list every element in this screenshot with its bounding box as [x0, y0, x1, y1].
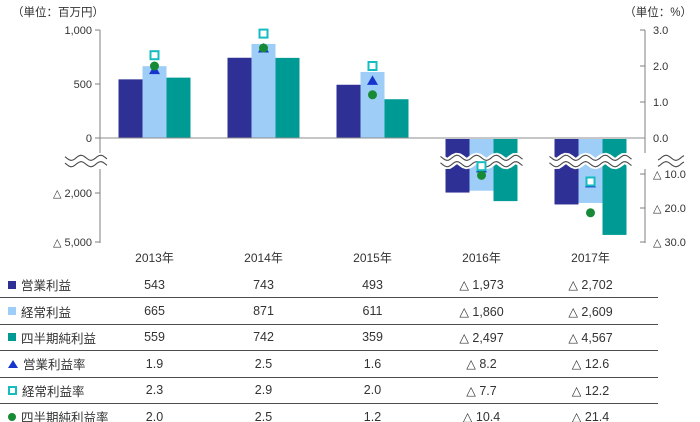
table-cell: 2.3: [145, 383, 164, 398]
legend-square-icon: [8, 280, 16, 289]
table-cell: 2.0: [145, 409, 164, 422]
left-axis-tick-label: 500: [74, 79, 92, 91]
row-label: 経常利益: [0, 302, 100, 321]
table-cell: △ 8.2: [466, 357, 497, 372]
table-cell: 871: [253, 304, 274, 319]
right-axis-tick-label: 2.0: [653, 61, 668, 73]
marker-営業利益率: [367, 75, 378, 85]
table-cell: 1.6: [363, 356, 382, 371]
table-cell: 493: [362, 277, 383, 292]
marker-四半期純利益率: [586, 208, 595, 218]
table-cell: △ 1,860: [459, 304, 504, 319]
bar-四半期純利益: [493, 139, 518, 202]
table-row: 四半期純利益率 2.0 2.5 1.2 △ 10.4 △ 21.4: [0, 404, 658, 422]
marker-経常利益率: [476, 161, 487, 172]
table-cell: △ 4,567: [568, 330, 613, 345]
bar-四半期純利益: [384, 99, 409, 138]
marker-経常利益率: [149, 50, 160, 61]
x-axis-label: 2014年: [244, 251, 283, 265]
bar-経常利益: [142, 66, 167, 138]
table-cell: △ 12.2: [571, 383, 610, 398]
left-axis-tick-label: 0: [86, 133, 92, 145]
row-label: 営業利益率: [0, 354, 100, 373]
row-label-text: 営業利益率: [23, 358, 86, 373]
right-axis-unit-label: （単位：%）: [624, 7, 692, 19]
table-row: 経常利益率 2.3 2.9 2.0 △ 7.7 △ 12.2: [0, 378, 658, 404]
table-row: 四半期純利益 559 742 359 △ 2,497 △ 4,567: [0, 325, 658, 352]
row-label: 四半期純利益率: [0, 407, 109, 422]
right-axis-tick-label: 0.0: [653, 133, 668, 145]
legend-square-icon: [8, 307, 16, 316]
legend-triangle-icon: [8, 359, 18, 368]
right-axis-tick-label: △ 20.0: [653, 203, 686, 215]
row-label-text: 経常利益率: [22, 384, 85, 399]
table-cell: 1.2: [363, 409, 382, 422]
bar-営業利益: [336, 84, 361, 138]
table-cell: 611: [362, 304, 383, 319]
table-cell: △ 2,497: [459, 330, 504, 345]
row-label-text: 四半期純利益: [21, 331, 97, 346]
legend-open-square-icon: [8, 385, 17, 395]
table-cell: 2.5: [254, 356, 273, 371]
x-axis-label: 2017年: [571, 251, 610, 265]
bar-営業利益: [118, 79, 143, 138]
bar-営業利益: [554, 139, 579, 205]
table-cell: △ 7.7: [466, 383, 497, 398]
x-axis-label: 2013年: [135, 251, 174, 265]
table-cell: 2.9: [254, 383, 273, 398]
marker-経常利益率: [367, 61, 378, 71]
table-cell: △ 12.6: [571, 357, 610, 372]
table-cell: 742: [253, 330, 274, 345]
table-cell: 543: [144, 277, 165, 292]
left-axis-tick-label: △ 5,000: [53, 237, 92, 249]
table-cell: △ 10.4: [462, 410, 501, 422]
x-axis-label: 2016年: [462, 251, 501, 265]
row-label-text: 営業利益: [21, 279, 72, 294]
marker-経常利益率: [585, 176, 596, 187]
table-cell: 559: [144, 330, 165, 345]
right-axis-tick-label: △ 30.0: [653, 237, 686, 249]
row-label: 経常利益率: [0, 381, 100, 400]
marker-四半期純利益率: [477, 170, 486, 180]
right-axis-tick-label: 3.0: [653, 25, 668, 37]
left-axis-tick-label: △ 2,000: [53, 188, 92, 200]
bar-経常利益: [251, 43, 276, 138]
row-label: 営業利益: [0, 275, 100, 294]
table-cell: 665: [144, 304, 165, 319]
left-axis-tick-label: 1,000: [64, 25, 92, 37]
table-cell: △ 2,609: [568, 304, 613, 319]
chart-svg: 1,000 500 0 △ 2,000 △ 5,000 3.0 2.0 1.0 0.0 △ 10.…: [53, 25, 687, 265]
x-axis-label: 2015年: [353, 251, 392, 265]
table-row: 営業利益率 1.9 2.5 1.6 △ 8.2 △ 12.6: [0, 351, 658, 378]
bar-経常利益: [578, 139, 603, 203]
table-row: 営業利益 543 743 493 △ 1,973 △ 2,702: [0, 272, 658, 299]
bar-営業利益: [227, 57, 252, 139]
table-row: 経常利益 665 871 611 △ 1,860 △ 2,609: [0, 298, 658, 325]
legend-square-icon: [8, 333, 16, 342]
right-axis-tick-label: △ 10.0: [653, 169, 686, 181]
financial-data-table: 営業利益 543 743 493 △ 1,973 △ 2,702 経常利益 665 871 611…: [0, 272, 700, 422]
table-cell: △ 21.4: [571, 410, 610, 422]
bar-四半期純利益: [166, 77, 191, 138]
right-axis-tick-label: 1.0: [653, 97, 668, 109]
bar-四半期純利益: [275, 57, 300, 138]
table-cell: △ 1,973: [459, 278, 504, 293]
table-cell: 743: [253, 277, 274, 292]
marker-四半期純利益率: [368, 90, 377, 100]
table-cell: △ 2,702: [568, 278, 613, 293]
row-label-text: 経常利益: [21, 305, 72, 320]
table-cell: 2.0: [363, 383, 382, 398]
table-cell: 1.9: [145, 356, 164, 371]
table-cell: 2.5: [254, 409, 273, 422]
row-label: 四半期純利益: [0, 328, 100, 347]
marker-経常利益率: [258, 28, 269, 39]
marker-四半期純利益率: [259, 43, 268, 53]
row-label-text: 四半期純利益率: [21, 411, 109, 422]
legend-circle-icon: [8, 412, 16, 421]
table-cell: 359: [362, 330, 383, 345]
left-axis-unit-label: （単位：百万円）: [12, 7, 104, 19]
marker-四半期純利益率: [150, 61, 159, 71]
